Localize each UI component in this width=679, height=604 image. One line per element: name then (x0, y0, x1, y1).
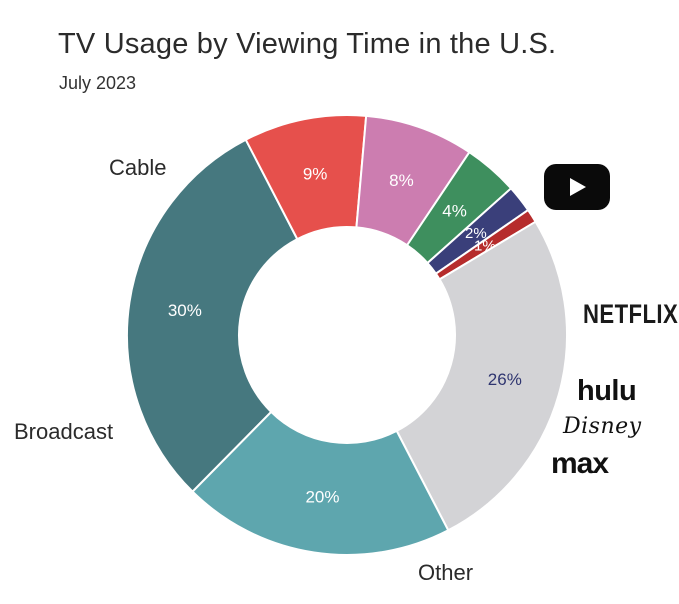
disney-logo: Disney (563, 414, 642, 439)
chart-subtitle: July 2023 (59, 73, 137, 93)
slice-label-youtube: 9% (303, 165, 328, 184)
slice-label-disney: 2% (465, 225, 487, 242)
slice-label-other: 26% (488, 370, 522, 389)
youtube-icon (544, 164, 610, 210)
slice-label-netflix: 8% (389, 171, 414, 190)
category-label-broadcast: Broadcast (14, 419, 114, 444)
max-logo: max (551, 447, 609, 480)
slice-label-broadcast: 20% (305, 488, 339, 507)
category-label-cable: Cable (109, 155, 167, 180)
donut-slice-cable (126, 138, 299, 494)
netflix-logo: NETFLIX (583, 299, 679, 329)
chart-title: TV Usage by Viewing Time in the U.S. (58, 28, 557, 60)
slice-label-cable: 30% (168, 301, 202, 320)
hulu-logo: hulu (577, 375, 637, 407)
donut-slice-broadcast (191, 410, 450, 556)
category-label-other: Other (418, 560, 474, 585)
donut-slice-other (395, 220, 568, 532)
slice-label-hulu: 4% (442, 202, 467, 221)
